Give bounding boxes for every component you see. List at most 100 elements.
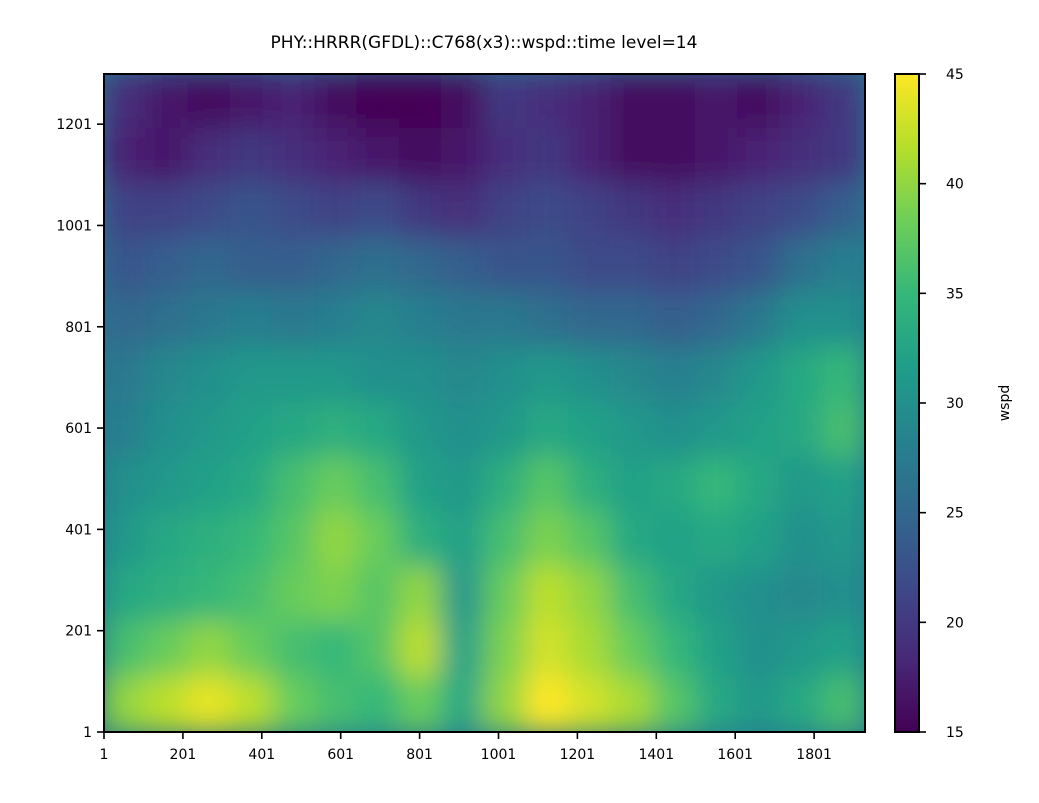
heatmap-cell <box>652 402 697 459</box>
y-tick-label: 1201 <box>56 117 92 133</box>
y-tick-label: 201 <box>65 624 92 640</box>
heatmap-cell <box>483 237 528 295</box>
heatmap-cell <box>441 182 486 240</box>
heatmap-cell <box>356 511 401 569</box>
heatmap-area <box>104 74 865 732</box>
heatmap-cell <box>229 347 275 404</box>
heatmap-cell <box>272 182 317 240</box>
heatmap-cell <box>441 621 486 679</box>
heatmap-cell <box>483 621 528 679</box>
heatmap-cell <box>229 402 275 459</box>
heatmap-cell <box>229 621 275 679</box>
heatmap-cell <box>821 402 865 459</box>
heatmap-cell <box>104 292 148 350</box>
heatmap-cell <box>356 456 401 514</box>
heatmap-cell <box>145 511 190 569</box>
heatmap-cell <box>483 676 528 732</box>
heatmap-cell <box>229 182 275 240</box>
heatmap-cell <box>272 127 317 185</box>
heatmap-cell <box>229 292 275 350</box>
heatmap-cell <box>568 127 613 185</box>
heatmap-cell <box>568 292 613 350</box>
heatmap-cell <box>356 676 401 732</box>
x-tick-label: 801 <box>406 747 433 763</box>
colorbar-axis: 15 20 25 30 35 40 45 <box>919 67 964 741</box>
heatmap-cell <box>356 237 401 295</box>
heatmap-cell <box>356 292 401 350</box>
heatmap-cell <box>821 237 865 295</box>
x-tick-label: 1801 <box>796 747 832 763</box>
heatmap-cell <box>779 456 824 514</box>
heatmap-cell <box>737 456 782 514</box>
heatmap-cell <box>229 676 275 732</box>
colorbar-tick-label: 35 <box>946 286 964 302</box>
heatmap-cell <box>483 127 528 185</box>
heatmap-cell <box>104 456 148 514</box>
heatmap-cell <box>356 182 401 240</box>
colorbar-tick-label: 30 <box>946 396 964 412</box>
heatmap-cell <box>272 237 317 295</box>
heatmap-cell <box>441 347 486 404</box>
y-tick-label: 601 <box>65 421 92 437</box>
heatmap-cell <box>737 182 782 240</box>
heatmap-cell <box>525 456 571 514</box>
heatmap-cell <box>356 566 401 624</box>
y-tick-label: 1001 <box>56 218 92 234</box>
heatmap-cell <box>652 182 697 240</box>
heatmap-cell <box>525 566 571 624</box>
heatmap-cell <box>525 402 571 459</box>
heatmap-cell <box>483 292 528 350</box>
heatmap-cell <box>821 182 865 240</box>
heatmap-cell <box>568 237 613 295</box>
heatmap-cell <box>145 292 190 350</box>
heatmap-cell <box>441 566 486 624</box>
heatmap-cell <box>356 74 401 130</box>
colorbar-tick-label: 40 <box>946 177 964 193</box>
heatmap-cell <box>568 676 613 732</box>
heatmap-cell <box>314 456 359 514</box>
y-tick-label: 401 <box>65 522 92 538</box>
heatmap-cell <box>104 402 148 459</box>
heatmap-cell <box>737 511 782 569</box>
plot-frame <box>103 73 866 733</box>
heatmap-cell <box>229 511 275 569</box>
heatmap-cell <box>187 127 232 185</box>
heatmap-cell <box>314 347 359 404</box>
heatmap-cell <box>525 347 571 404</box>
heatmap-cell <box>187 74 232 130</box>
x-tick-label: 401 <box>248 747 275 763</box>
heatmap-cell <box>610 511 655 569</box>
heatmap-cell <box>187 566 232 624</box>
heatmap-cell <box>145 182 190 240</box>
heatmap-cell <box>145 347 190 404</box>
heatmap-cell <box>483 74 528 130</box>
heatmap-cell <box>652 621 697 679</box>
heatmap-cell <box>314 511 359 569</box>
x-tick-label: 1401 <box>638 747 674 763</box>
heatmap-cell <box>610 402 655 459</box>
heatmap-cell <box>356 127 401 185</box>
heatmap-cell <box>229 566 275 624</box>
heatmap-cell <box>314 292 359 350</box>
heatmap-cell <box>568 621 613 679</box>
heatmap-cell <box>779 237 824 295</box>
heatmap-cell <box>398 621 444 679</box>
heatmap-cell <box>694 182 740 240</box>
heatmap-cell <box>314 621 359 679</box>
colorbar-gradient <box>895 74 919 732</box>
heatmap-cell <box>821 292 865 350</box>
heatmap-cell <box>441 676 486 732</box>
heatmap-cell <box>145 74 190 130</box>
heatmap-cell <box>187 237 232 295</box>
heatmap-cell <box>104 621 148 679</box>
heatmap-cell <box>779 621 824 679</box>
x-tick-label: 1 <box>100 747 109 763</box>
heatmap-cell <box>779 566 824 624</box>
heatmap-cell <box>314 182 359 240</box>
heatmap-cell <box>525 676 571 732</box>
heatmap-cell <box>694 511 740 569</box>
heatmap-cell <box>694 292 740 350</box>
heatmap-cell <box>272 676 317 732</box>
heatmap-cell <box>737 621 782 679</box>
